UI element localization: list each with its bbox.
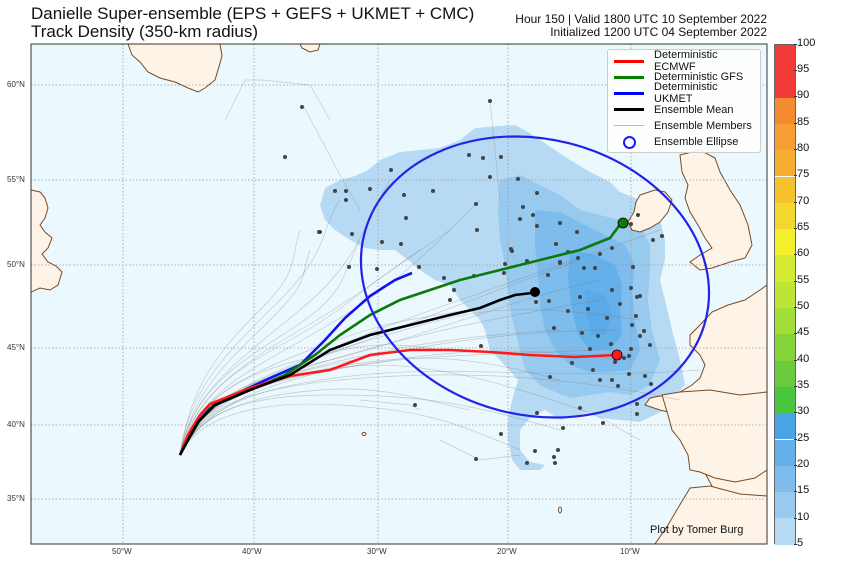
title-line-2: Track Density (350-km radius) (31, 22, 259, 41)
circle-icon (622, 135, 636, 149)
cb-tick-25: 25 (793, 432, 810, 444)
cb-seg-45-50 (775, 308, 795, 335)
title-line-1: Danielle Super-ensemble (EPS + GEFS + UK… (31, 4, 475, 23)
cb-tick-5: 5 (793, 537, 804, 549)
cb-tick-70: 70 (793, 195, 810, 207)
lat-label-45: 45°N (7, 343, 25, 352)
cb-tick-50: 50 (793, 300, 810, 312)
cb-tick-10: 10 (793, 511, 810, 523)
legend-label: Deterministic GFS (654, 71, 744, 84)
init-time: Initialized 1200 UTC 04 September 2022 (550, 25, 767, 39)
iberia (661, 389, 767, 483)
colorbar (774, 44, 796, 545)
cb-tick-80: 80 (793, 142, 810, 154)
forecast-info: Hour 150 | Valid 1800 UTC 10 September 2… (515, 13, 767, 39)
newfoundland (31, 189, 63, 293)
legend-item-gfs: Deterministic GFS (614, 69, 754, 85)
cb-tick-45: 45 (793, 326, 810, 338)
ensemble-mean-track (178, 291, 533, 456)
legend-item-ensemble-members: Ensemble Members (614, 118, 754, 134)
ecmwf-track (178, 348, 617, 456)
lat-label-50: 50°N (7, 260, 25, 269)
cb-seg-80-85 (775, 123, 795, 151)
lon-label-20w: 20°W (497, 547, 517, 556)
cb-seg-70-75 (775, 176, 795, 203)
cb-seg-50-55 (775, 281, 795, 308)
red-line-icon (614, 59, 644, 63)
legend-label: Ensemble Members (654, 119, 752, 132)
cb-tick-30: 30 (793, 405, 810, 417)
cb-seg-30-35 (775, 386, 795, 414)
cb-seg-85-90 (775, 97, 795, 124)
lat-label-55: 55°N (7, 175, 25, 184)
lat-label-35: 35°N (7, 494, 25, 503)
ecmwf-endpoint (611, 349, 623, 361)
lon-label-30w: 30°W (367, 547, 387, 556)
cb-tick-55: 55 (793, 274, 810, 286)
cb-tick-65: 65 (793, 221, 810, 233)
cb-seg-35-40 (775, 360, 795, 387)
legend-label: Deterministic ECMWF (654, 49, 718, 74)
cb-tick-40: 40 (793, 353, 810, 365)
greenland (127, 44, 223, 93)
legend-item-ensemble-ellipse: Ensemble Ellipse (614, 134, 754, 150)
legend-item-ecmwf: Deterministic ECMWF (614, 49, 754, 73)
cb-seg-15-20 (775, 465, 795, 493)
cb-tick-90: 90 (793, 89, 810, 101)
africa (654, 485, 767, 544)
lon-label-10w: 10°W (620, 547, 640, 556)
plot-border (30, 43, 768, 545)
legend-label: Deterministic UKMET (654, 81, 718, 106)
legend-label: Ensemble Ellipse (654, 136, 739, 149)
cb-seg-20-25 (775, 439, 795, 466)
cb-tick-95: 95 (793, 63, 810, 75)
lon-label-50w: 50°W (112, 547, 132, 556)
green-line-icon (614, 75, 644, 79)
cb-seg-55-60 (775, 255, 795, 282)
lat-label-60: 60°N (7, 80, 25, 89)
cb-seg-90-100 (775, 45, 795, 98)
ensemble-ellipse (359, 135, 711, 419)
cb-tick-15: 15 (793, 484, 810, 496)
density-shading (320, 125, 685, 470)
cb-tick-60: 60 (793, 247, 810, 259)
cb-seg-65-70 (775, 202, 795, 230)
land (31, 44, 767, 544)
lon-label-40w: 40°W (242, 547, 262, 556)
black-line-icon (614, 108, 644, 112)
cb-tick-75: 75 (793, 168, 810, 180)
blue-line-icon (614, 91, 644, 95)
cb-seg-10-15 (775, 492, 795, 519)
ireland (627, 189, 673, 233)
cb-seg-25-30 (775, 413, 795, 440)
plot-credit: Plot by Tomer Burg (650, 524, 744, 536)
iceland-fragment (299, 44, 321, 53)
cb-seg-60-65 (775, 229, 795, 256)
legend: Deterministic ECMWF Deterministic GFS De… (607, 49, 761, 153)
cb-seg-75-80 (775, 150, 795, 177)
cb-tick-35: 35 (793, 379, 810, 391)
legend-item-ukmet: Deterministic UKMET (614, 81, 754, 105)
legend-item-ensemble-mean: Ensemble Mean (614, 102, 754, 118)
lat-label-40: 40°N (7, 420, 25, 429)
gray-line-icon (614, 125, 644, 127)
cb-seg-40-45 (775, 334, 795, 361)
gfs-endpoint (617, 217, 629, 229)
cb-tick-100: 100 (793, 37, 816, 49)
cb-seg-5-10 (775, 518, 795, 545)
cb-tick-85: 85 (793, 116, 810, 128)
valid-time: Hour 150 | Valid 1800 UTC 10 September 2… (515, 12, 767, 26)
chart-title: Danielle Super-ensemble (EPS + GEFS + UK… (31, 5, 474, 41)
legend-label: Ensemble Mean (654, 103, 734, 116)
cb-tick-20: 20 (793, 458, 810, 470)
ensemble-mean-endpoint (530, 287, 540, 297)
